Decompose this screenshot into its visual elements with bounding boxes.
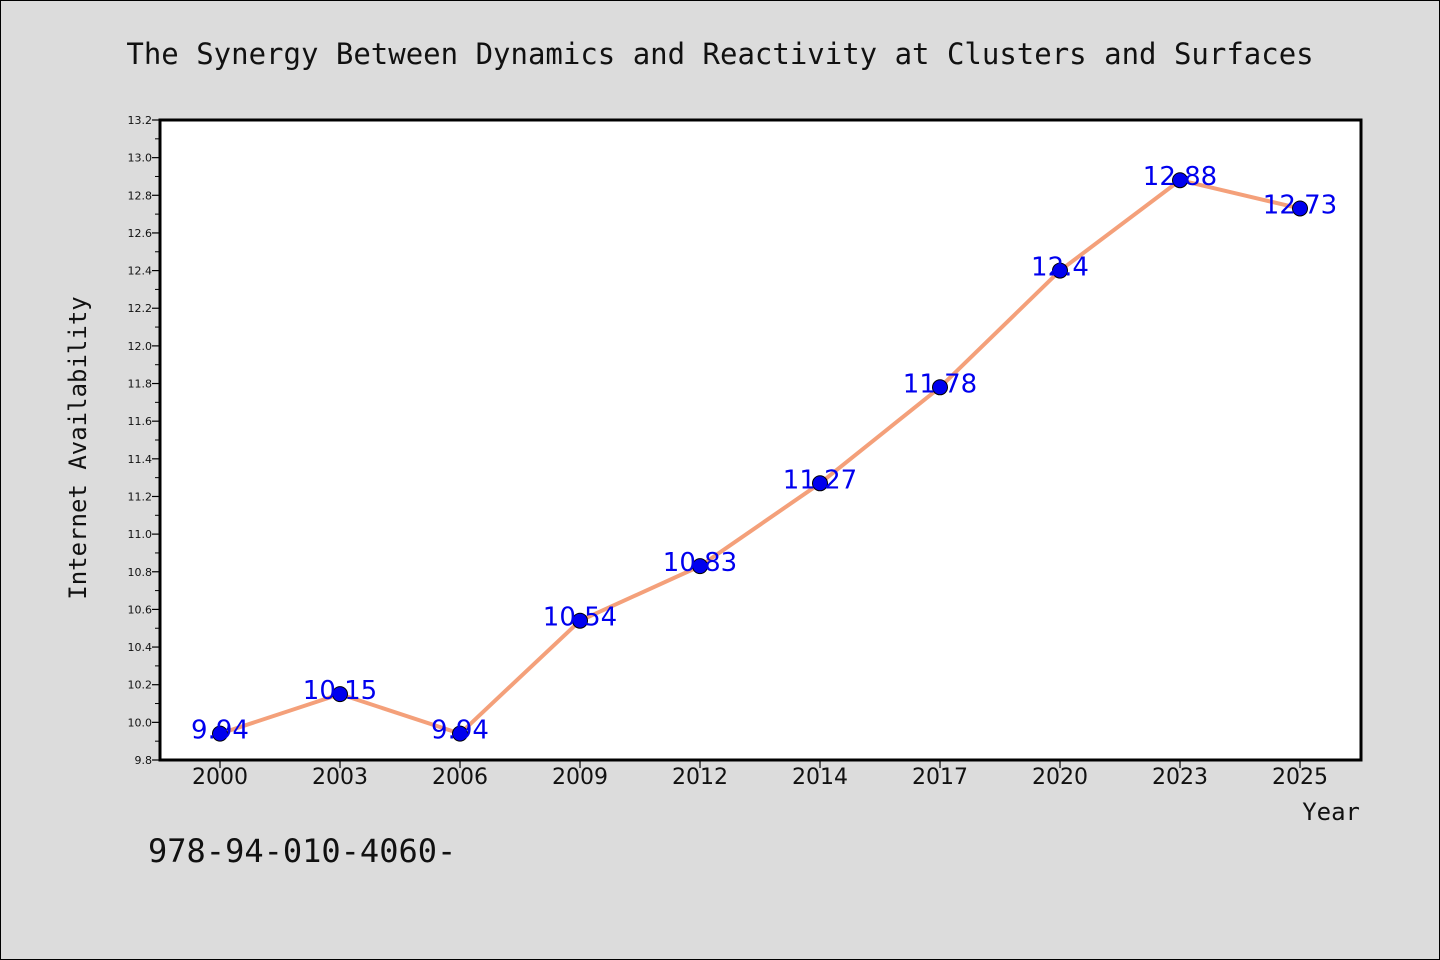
y-tick-label: 10.0: [128, 716, 153, 729]
data-label-2023: 12.88: [1143, 162, 1217, 192]
data-label-2009: 10.54: [543, 603, 617, 633]
data-point-2025: [1292, 200, 1308, 217]
data-point-2003: [332, 686, 348, 703]
y-tick-label: 11.4: [128, 453, 153, 466]
plot-area: [158, 118, 1363, 762]
data-label-2020: 12.4: [1031, 253, 1089, 283]
y-tick-label: 12.6: [128, 227, 153, 240]
x-tick-label: 2020: [1032, 765, 1088, 790]
x-tick-label: 2014: [792, 765, 848, 790]
data-label-2000: 9.94: [191, 716, 249, 746]
data-markers: [212, 172, 1308, 742]
y-tick-label: 13.2: [128, 114, 153, 127]
data-point-2017: [932, 379, 948, 396]
x-tick-label: 2000: [192, 765, 248, 790]
y-tick-label: 10.2: [128, 679, 153, 692]
data-label-2025: 12.73: [1263, 190, 1337, 220]
y-tick-label: 10.4: [128, 641, 153, 654]
data-label-2017: 11.78: [903, 369, 977, 399]
y-tick-label: 9.8: [135, 754, 153, 767]
y-tick-label: 12.4: [128, 265, 153, 278]
x-tick-label: 2017: [912, 765, 968, 790]
y-axis: 9.8 10.0 10.2 10.4 10.6 10.8 11.0 11.2 11.4 11.6 1…: [128, 114, 160, 767]
y-tick-label: 10.8: [128, 566, 153, 579]
data-label-2014: 11.27: [783, 465, 857, 495]
y-tick-label: 11.8: [128, 378, 153, 391]
y-tick-label: 12.0: [128, 340, 153, 353]
x-axis-label: Year: [1302, 798, 1360, 826]
data-labels: 9.94 10.15 9.94 10.54 10.83 11.27 11.78 12.4 12.…: [191, 162, 1337, 745]
y-tick-label: 12.2: [128, 302, 153, 315]
data-label-2003: 10.15: [303, 676, 377, 706]
x-tick-label: 2023: [1152, 765, 1208, 790]
data-point-2012: [692, 558, 708, 575]
x-tick-label: 2003: [312, 765, 368, 790]
data-point-2023: [1172, 172, 1188, 189]
data-label-2012: 10.83: [663, 548, 737, 578]
data-label-2006: 9.94: [431, 716, 489, 746]
x-tick-label: 2025: [1272, 765, 1328, 790]
data-point-2006: [452, 725, 468, 742]
y-tick-label: 12.8: [128, 189, 153, 202]
chart-title: The Synergy Between Dynamics and Reactiv…: [126, 37, 1313, 71]
caption-text: 978-94-010-4060-: [148, 832, 457, 870]
y-tick-label: 11.2: [128, 490, 153, 503]
y-tick-label: 11.6: [128, 415, 153, 428]
y-axis-label: Internet Availability: [64, 296, 92, 599]
y-tick-label: 13.0: [128, 152, 153, 165]
data-point-2000: [212, 725, 228, 742]
x-axis: 2000 2003 2006 2009 2012 2014 2017 2020 2023 2025: [192, 760, 1328, 790]
x-tick-label: 2009: [552, 765, 608, 790]
data-point-2014: [812, 475, 828, 492]
x-tick-label: 2012: [672, 765, 728, 790]
data-point-2020: [1052, 262, 1068, 279]
data-point-2009: [572, 612, 588, 629]
x-tick-label: 2006: [432, 765, 488, 790]
series-line: [218, 178, 1302, 736]
y-tick-label: 10.6: [128, 603, 153, 616]
y-tick-label: 11.0: [128, 528, 153, 541]
